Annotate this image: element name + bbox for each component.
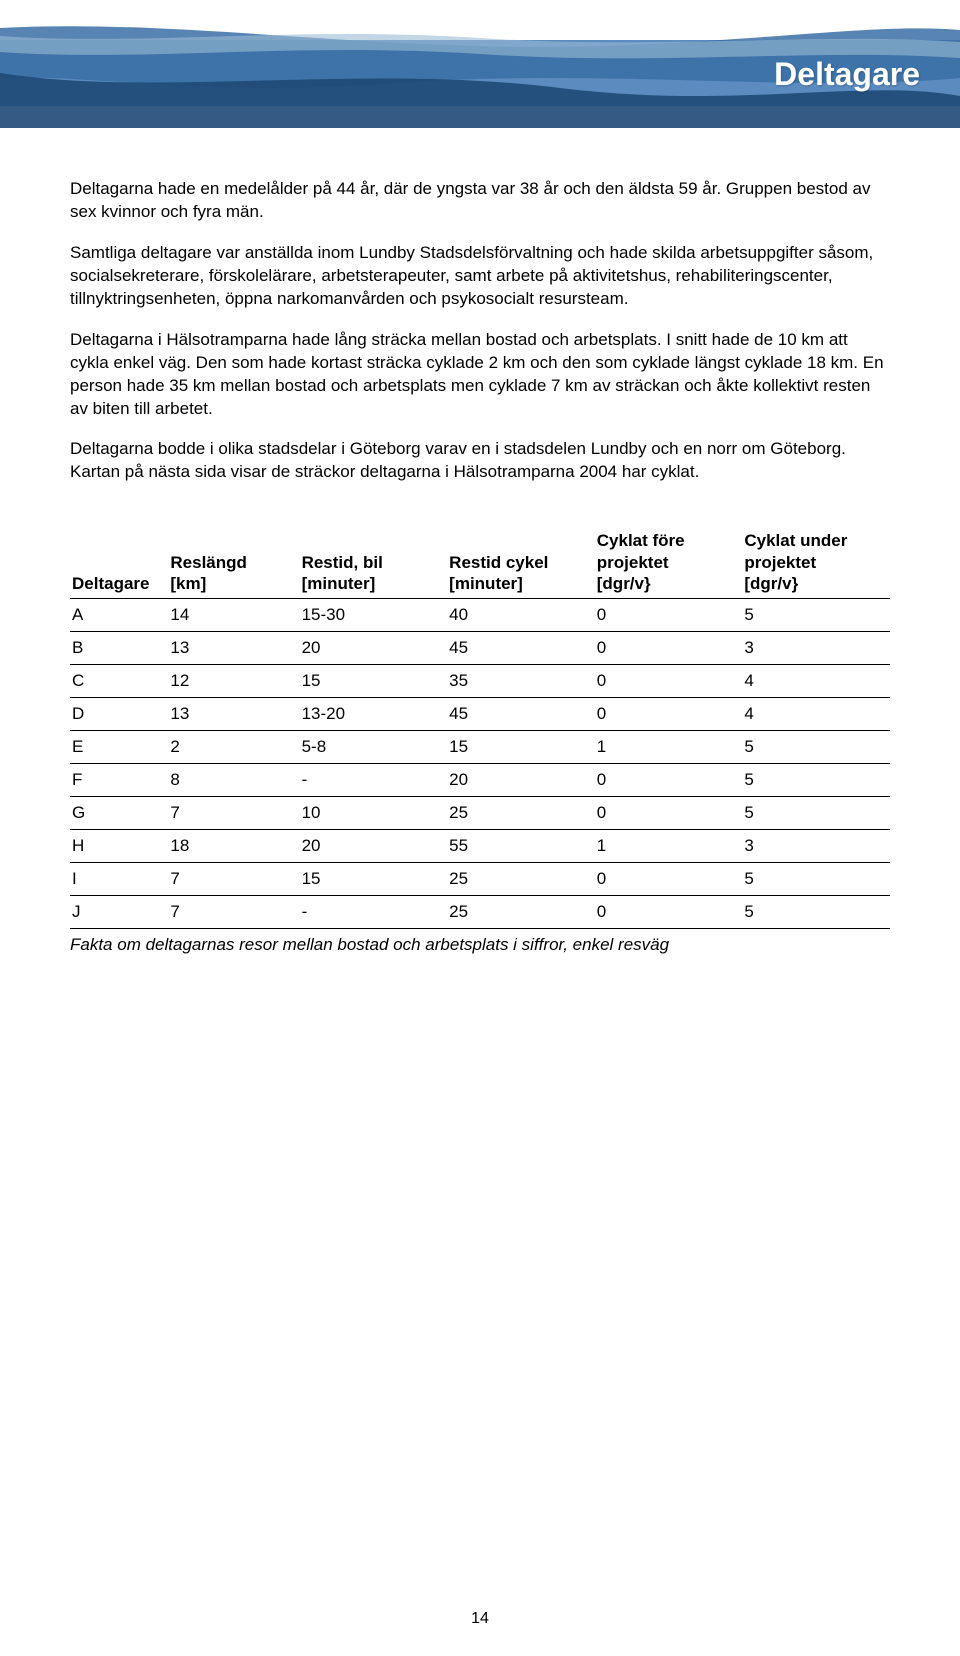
table-cell: G — [70, 797, 168, 830]
paragraph: Deltagarna hade en medelålder på 44 år, … — [70, 178, 890, 224]
table-cell: 3 — [742, 830, 890, 863]
participants-table: Deltagare Reslängd[km] Restid, bil[minut… — [70, 524, 890, 929]
table-cell: 25 — [447, 797, 595, 830]
table-cell: 2 — [168, 731, 299, 764]
table-cell: 0 — [595, 764, 743, 797]
table-cell: 8 — [168, 764, 299, 797]
table-cell: 5 — [742, 764, 890, 797]
table-row: I7152505 — [70, 863, 890, 896]
table-cell: 4 — [742, 665, 890, 698]
table-cell: 20 — [300, 632, 448, 665]
table-cell: 14 — [168, 599, 299, 632]
table-cell: 13 — [168, 698, 299, 731]
table-row: F8-2005 — [70, 764, 890, 797]
table-cell: 5 — [742, 599, 890, 632]
table-cell: 13-20 — [300, 698, 448, 731]
table-cell: 35 — [447, 665, 595, 698]
table-header: Restid cykel[minuter] — [447, 524, 595, 598]
table-cell: 0 — [595, 665, 743, 698]
table-header: Deltagare — [70, 524, 168, 598]
table-header-row: Deltagare Reslängd[km] Restid, bil[minut… — [70, 524, 890, 598]
table-row: H18205513 — [70, 830, 890, 863]
banner-title: Deltagare — [774, 56, 920, 93]
table-row: G7102505 — [70, 797, 890, 830]
table-cell: 7 — [168, 797, 299, 830]
header-banner: Deltagare — [0, 18, 960, 128]
table-cell: D — [70, 698, 168, 731]
table-cell: 40 — [447, 599, 595, 632]
table-cell: 18 — [168, 830, 299, 863]
table-row: A1415-304005 — [70, 599, 890, 632]
table-cell: 13 — [168, 632, 299, 665]
table-cell: I — [70, 863, 168, 896]
content-area: Deltagarna hade en medelålder på 44 år, … — [0, 128, 960, 955]
table-cell: 55 — [447, 830, 595, 863]
table-cell: B — [70, 632, 168, 665]
table-row: E25-81515 — [70, 731, 890, 764]
table-cell: 0 — [595, 797, 743, 830]
table-cell: 12 — [168, 665, 299, 698]
table-body: A1415-304005B13204503C12153504D1313-2045… — [70, 599, 890, 929]
page-number: 14 — [0, 1610, 960, 1628]
table-row: J7-2505 — [70, 896, 890, 929]
table-cell: 5 — [742, 896, 890, 929]
table-cell: J — [70, 896, 168, 929]
table-cell: 15 — [300, 863, 448, 896]
table-cell: 0 — [595, 863, 743, 896]
table-cell: 15 — [447, 731, 595, 764]
table-cell: E — [70, 731, 168, 764]
table-cell: 5-8 — [300, 731, 448, 764]
table-cell: 20 — [300, 830, 448, 863]
table-cell: 0 — [595, 698, 743, 731]
table-cell: 5 — [742, 863, 890, 896]
table-cell: 5 — [742, 731, 890, 764]
table-header: Reslängd[km] — [168, 524, 299, 598]
table-cell: - — [300, 896, 448, 929]
table-cell: 7 — [168, 896, 299, 929]
table-cell: F — [70, 764, 168, 797]
paragraph: Deltagarna bodde i olika stadsdelar i Gö… — [70, 438, 890, 484]
table-cell: C — [70, 665, 168, 698]
table-cell: 4 — [742, 698, 890, 731]
table-cell: 15-30 — [300, 599, 448, 632]
table-cell: 5 — [742, 797, 890, 830]
table-header: Restid, bil[minuter] — [300, 524, 448, 598]
table-cell: 3 — [742, 632, 890, 665]
table-row: B13204503 — [70, 632, 890, 665]
table-header: Cyklat underprojektet[dgr/v} — [742, 524, 890, 598]
table-cell: 1 — [595, 731, 743, 764]
paragraph: Deltagarna i Hälsotramparna hade lång st… — [70, 329, 890, 421]
table-cell: 0 — [595, 599, 743, 632]
table-cell: 45 — [447, 698, 595, 731]
table-cell: 25 — [447, 896, 595, 929]
table-cell: 7 — [168, 863, 299, 896]
table-row: D1313-204504 — [70, 698, 890, 731]
table-caption: Fakta om deltagarnas resor mellan bostad… — [70, 935, 890, 955]
table-cell: 10 — [300, 797, 448, 830]
table-cell: 20 — [447, 764, 595, 797]
paragraph: Samtliga deltagare var anställda inom Lu… — [70, 242, 890, 311]
table-cell: 25 — [447, 863, 595, 896]
table-cell: 1 — [595, 830, 743, 863]
table-cell: A — [70, 599, 168, 632]
table-cell: - — [300, 764, 448, 797]
table-row: C12153504 — [70, 665, 890, 698]
table-cell: 45 — [447, 632, 595, 665]
page: Deltagare Deltagarna hade en medelålder … — [0, 18, 960, 1656]
table-header: Cyklat föreprojektet[dgr/v} — [595, 524, 743, 598]
table-cell: H — [70, 830, 168, 863]
table-cell: 0 — [595, 896, 743, 929]
table-cell: 15 — [300, 665, 448, 698]
table-cell: 0 — [595, 632, 743, 665]
